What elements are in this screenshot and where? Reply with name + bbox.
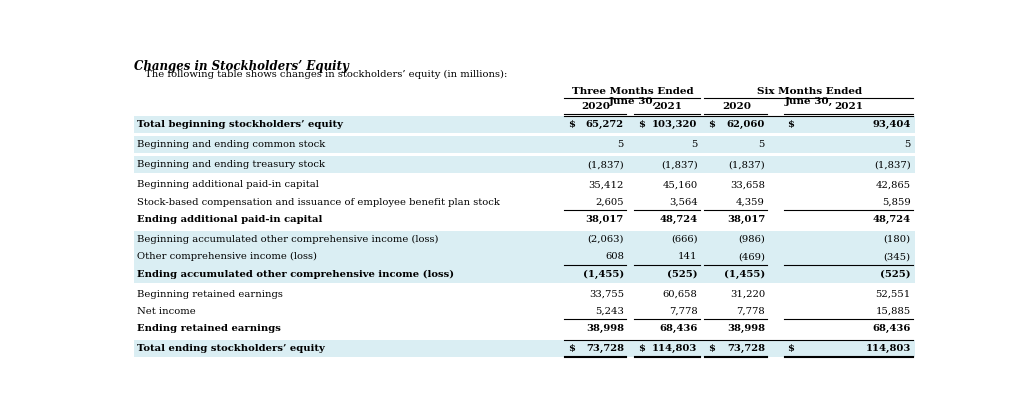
Bar xyxy=(134,248,914,265)
Text: Beginning retained earnings: Beginning retained earnings xyxy=(137,290,284,299)
Text: 38,017: 38,017 xyxy=(586,215,624,224)
Text: 38,998: 38,998 xyxy=(586,324,624,333)
Text: $: $ xyxy=(568,120,575,129)
Text: (1,455): (1,455) xyxy=(583,270,624,279)
Text: $: $ xyxy=(638,120,645,129)
Text: 35,412: 35,412 xyxy=(589,180,624,189)
Text: Ending accumulated other comprehensive income (loss): Ending accumulated other comprehensive i… xyxy=(137,270,455,279)
Bar xyxy=(134,136,914,153)
Text: 7,778: 7,778 xyxy=(736,307,765,316)
Text: 73,728: 73,728 xyxy=(727,344,765,353)
Text: 33,658: 33,658 xyxy=(730,180,765,189)
Text: (1,455): (1,455) xyxy=(724,270,765,279)
Text: Beginning and ending common stock: Beginning and ending common stock xyxy=(137,140,326,149)
Text: 2021: 2021 xyxy=(835,102,863,111)
Text: Beginning accumulated other comprehensive income (loss): Beginning accumulated other comprehensiv… xyxy=(137,235,439,244)
Text: (345): (345) xyxy=(884,252,910,261)
Text: 7,778: 7,778 xyxy=(669,307,697,316)
Text: Six Months Ended
June 30,: Six Months Ended June 30, xyxy=(757,87,862,106)
Text: 68,436: 68,436 xyxy=(872,324,910,333)
Text: 608: 608 xyxy=(605,252,624,261)
Text: 38,998: 38,998 xyxy=(727,324,765,333)
Bar xyxy=(134,231,914,248)
Text: Ending retained earnings: Ending retained earnings xyxy=(137,324,282,333)
Bar xyxy=(134,265,914,283)
Text: Stock-based compensation and issuance of employee benefit plan stock: Stock-based compensation and issuance of… xyxy=(137,198,500,207)
Text: 33,755: 33,755 xyxy=(589,290,624,299)
Text: 2,605: 2,605 xyxy=(595,198,624,207)
Text: 5: 5 xyxy=(759,140,765,149)
Text: 48,724: 48,724 xyxy=(659,215,697,224)
Text: Total ending stockholders’ equity: Total ending stockholders’ equity xyxy=(137,344,325,353)
Bar xyxy=(134,156,914,173)
Text: (469): (469) xyxy=(738,252,765,261)
Text: 2021: 2021 xyxy=(653,102,682,111)
Text: 5,243: 5,243 xyxy=(595,307,624,316)
Text: Other comprehensive income (loss): Other comprehensive income (loss) xyxy=(137,252,317,261)
Text: 5: 5 xyxy=(904,140,910,149)
Text: $: $ xyxy=(787,120,795,129)
Text: Net income: Net income xyxy=(137,307,196,316)
Text: 3,564: 3,564 xyxy=(669,198,697,207)
Text: 52,551: 52,551 xyxy=(876,290,910,299)
Text: 2020: 2020 xyxy=(722,102,751,111)
Text: 65,272: 65,272 xyxy=(586,120,624,129)
Text: (2,063): (2,063) xyxy=(588,235,624,244)
Text: 93,404: 93,404 xyxy=(872,120,910,129)
Text: 114,803: 114,803 xyxy=(865,344,910,353)
Bar xyxy=(134,340,914,357)
Text: (1,837): (1,837) xyxy=(874,160,910,169)
Text: Ending additional paid-in capital: Ending additional paid-in capital xyxy=(137,215,323,224)
Text: 2020: 2020 xyxy=(582,102,610,111)
Text: 5: 5 xyxy=(691,140,697,149)
Bar xyxy=(134,116,914,133)
Text: Changes in Stockholders’ Equity: Changes in Stockholders’ Equity xyxy=(134,60,349,73)
Text: 38,017: 38,017 xyxy=(727,215,765,224)
Text: 141: 141 xyxy=(678,252,697,261)
Text: (525): (525) xyxy=(880,270,910,279)
Text: The following table shows changes in stockholders’ equity (in millions):: The following table shows changes in sto… xyxy=(145,70,508,79)
Text: Total beginning stockholders’ equity: Total beginning stockholders’ equity xyxy=(137,120,343,129)
Text: (1,837): (1,837) xyxy=(660,160,697,169)
Text: Beginning additional paid-in capital: Beginning additional paid-in capital xyxy=(137,180,319,189)
Text: Three Months Ended
June 30,: Three Months Ended June 30, xyxy=(572,87,693,106)
Text: (1,837): (1,837) xyxy=(728,160,765,169)
Text: 45,160: 45,160 xyxy=(663,180,697,189)
Text: (986): (986) xyxy=(738,235,765,244)
Text: (1,837): (1,837) xyxy=(587,160,624,169)
Text: (666): (666) xyxy=(671,235,697,244)
Text: 73,728: 73,728 xyxy=(586,344,624,353)
Text: 60,658: 60,658 xyxy=(663,290,697,299)
Text: $: $ xyxy=(568,344,575,353)
Text: 48,724: 48,724 xyxy=(872,215,910,224)
Text: (180): (180) xyxy=(884,235,910,244)
Text: (525): (525) xyxy=(667,270,697,279)
Text: 103,320: 103,320 xyxy=(652,120,697,129)
Text: 62,060: 62,060 xyxy=(727,120,765,129)
Text: $: $ xyxy=(708,120,715,129)
Text: 5,859: 5,859 xyxy=(882,198,910,207)
Text: $: $ xyxy=(708,344,715,353)
Text: 5: 5 xyxy=(617,140,624,149)
Text: 4,359: 4,359 xyxy=(736,198,765,207)
Text: 42,865: 42,865 xyxy=(876,180,910,189)
Text: $: $ xyxy=(638,344,645,353)
Text: 15,885: 15,885 xyxy=(876,307,910,316)
Text: 68,436: 68,436 xyxy=(659,324,697,333)
Text: Beginning and ending treasury stock: Beginning and ending treasury stock xyxy=(137,160,326,169)
Text: $: $ xyxy=(787,344,795,353)
Text: 31,220: 31,220 xyxy=(730,290,765,299)
Text: 114,803: 114,803 xyxy=(652,344,697,353)
